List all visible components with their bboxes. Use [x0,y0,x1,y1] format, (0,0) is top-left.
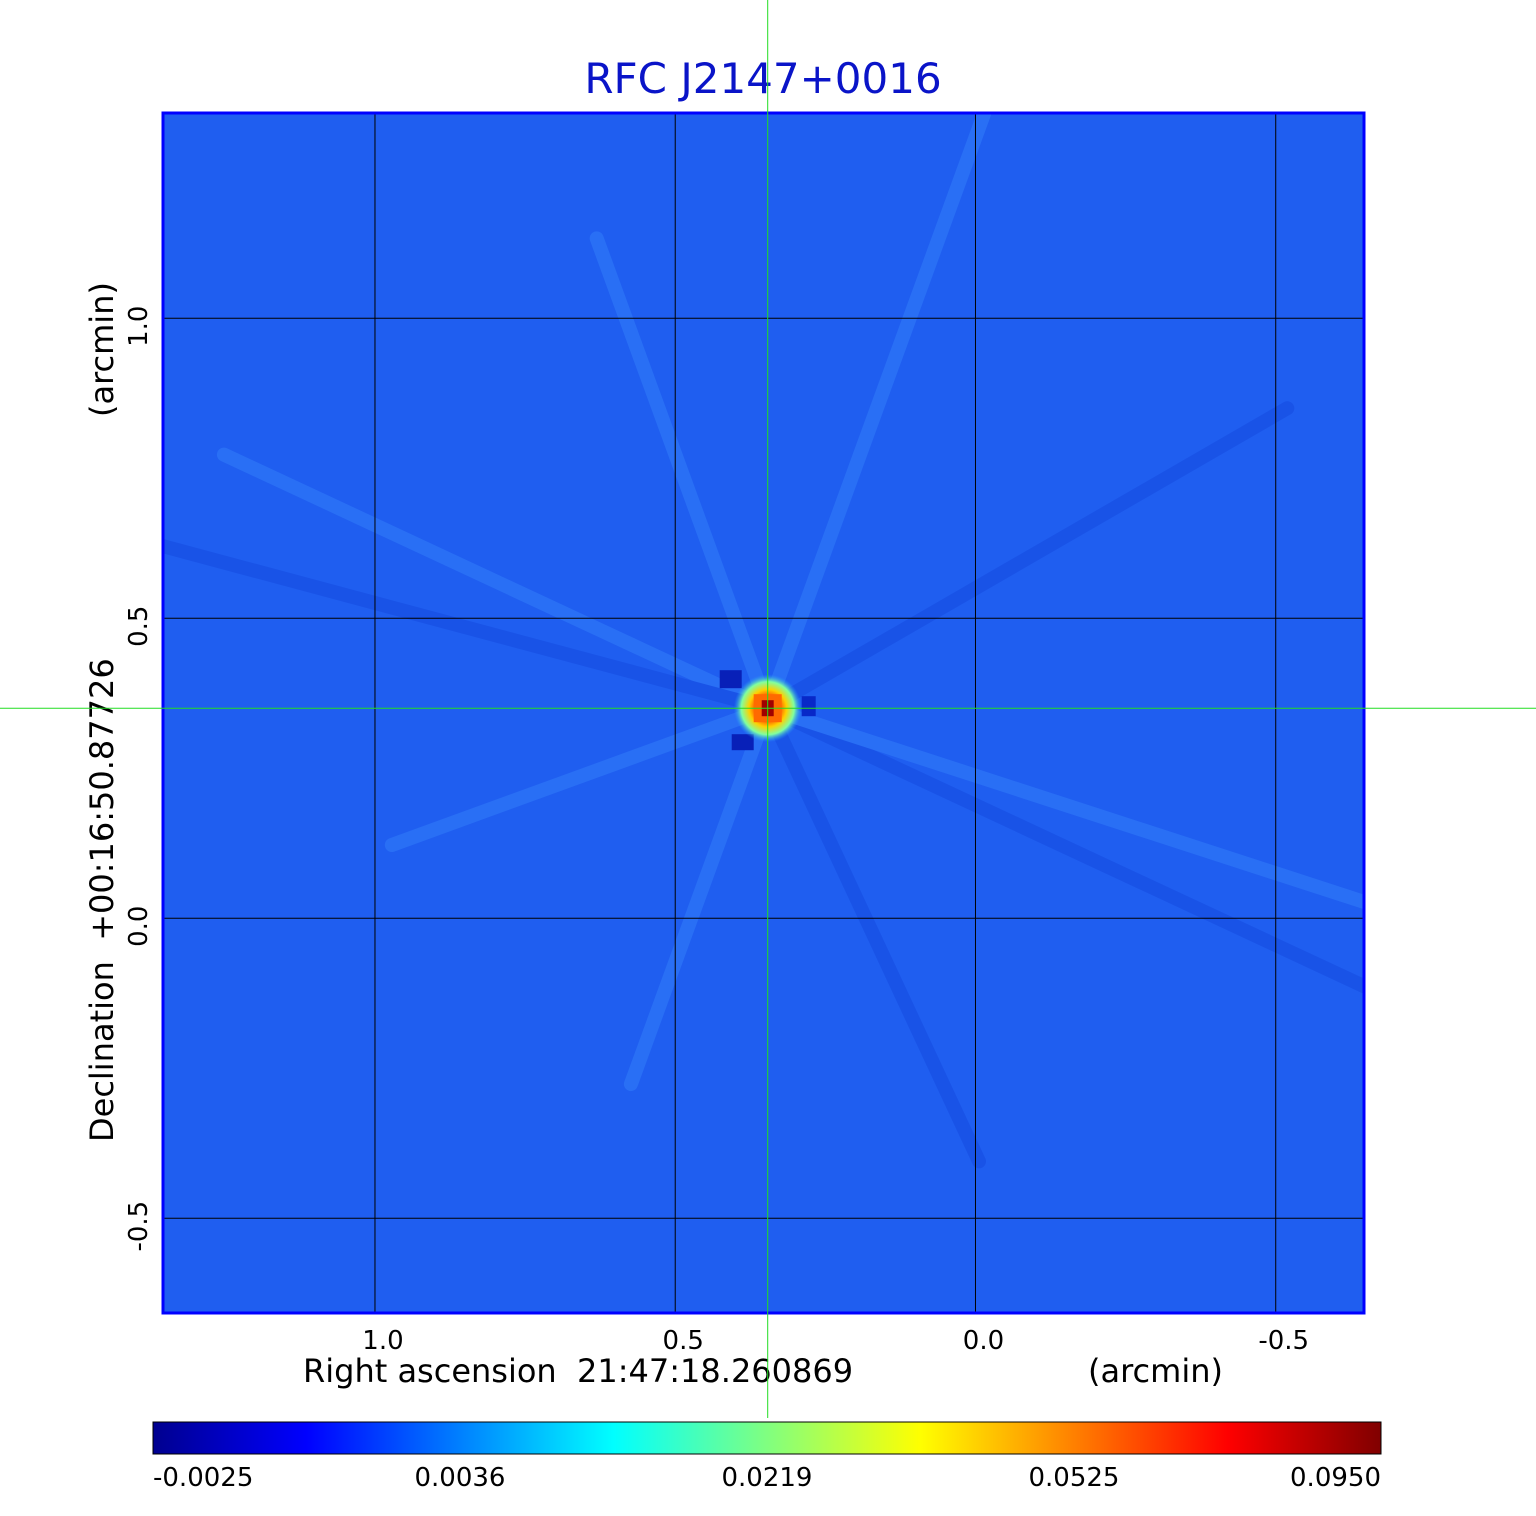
x-tick-label: -0.5 [1258,1326,1309,1356]
sidelobe-streak [589,231,775,716]
plot-frame [161,111,1366,1315]
colorbar-tick-label: -0.0025 [153,1463,253,1493]
sidelobe-streak [760,401,1295,716]
colorbar-tick-label: 0.0036 [415,1463,506,1493]
x-tick-label: 0.5 [663,1326,704,1356]
colorbar-tick-label: 0.0219 [722,1463,813,1493]
sidelobe-streak [384,701,775,853]
y-tick-label: -0.5 [124,1201,154,1252]
sidelobe-streak [760,701,1364,994]
y-tick-label: 0.5 [124,606,154,647]
x-tick-labels: 1.0 0.5 0.0 -0.5 [362,1326,1309,1356]
sidelobe-streak [623,701,775,1092]
colorbar-tick-labels: -0.0025 0.0036 0.0219 0.0525 0.0950 [153,1463,1381,1493]
chart-title: RFC J2147+0016 [584,54,941,103]
negative-pixel [731,734,754,751]
sidelobe-streak [760,701,1364,910]
colorbar [152,1421,1382,1455]
x-axis-label: Right ascension 21:47:18.260869 [303,1352,853,1390]
sidelobe-streak [760,113,992,716]
crosshair [0,0,1536,1418]
sidelobe-streak [760,701,987,1169]
y-axis-unit: (arcmin) [83,282,121,417]
y-axis-label: Declination +00:16:50.87726 [83,658,121,1142]
negative-pixel [801,696,816,717]
y-tick-labels: 1.0 0.5 0.0 -0.5 [124,306,154,1252]
colorbar-tick-label: 0.0525 [1029,1463,1120,1493]
y-tick-label: 0.0 [124,906,154,947]
x-tick-label: 0.0 [963,1326,1004,1356]
negative-pixel [719,670,742,689]
x-tick-label: 1.0 [362,1326,403,1356]
sidelobe-streak [163,538,775,716]
coordinate-grid [163,113,1364,1313]
x-axis-unit: (arcmin) [1088,1352,1223,1390]
sidelobe-streak [216,447,775,716]
colorbar-tick-label: 0.0950 [1290,1463,1381,1493]
y-tick-label: 1.0 [124,306,154,347]
sidelobe-streaks [163,113,1364,1169]
